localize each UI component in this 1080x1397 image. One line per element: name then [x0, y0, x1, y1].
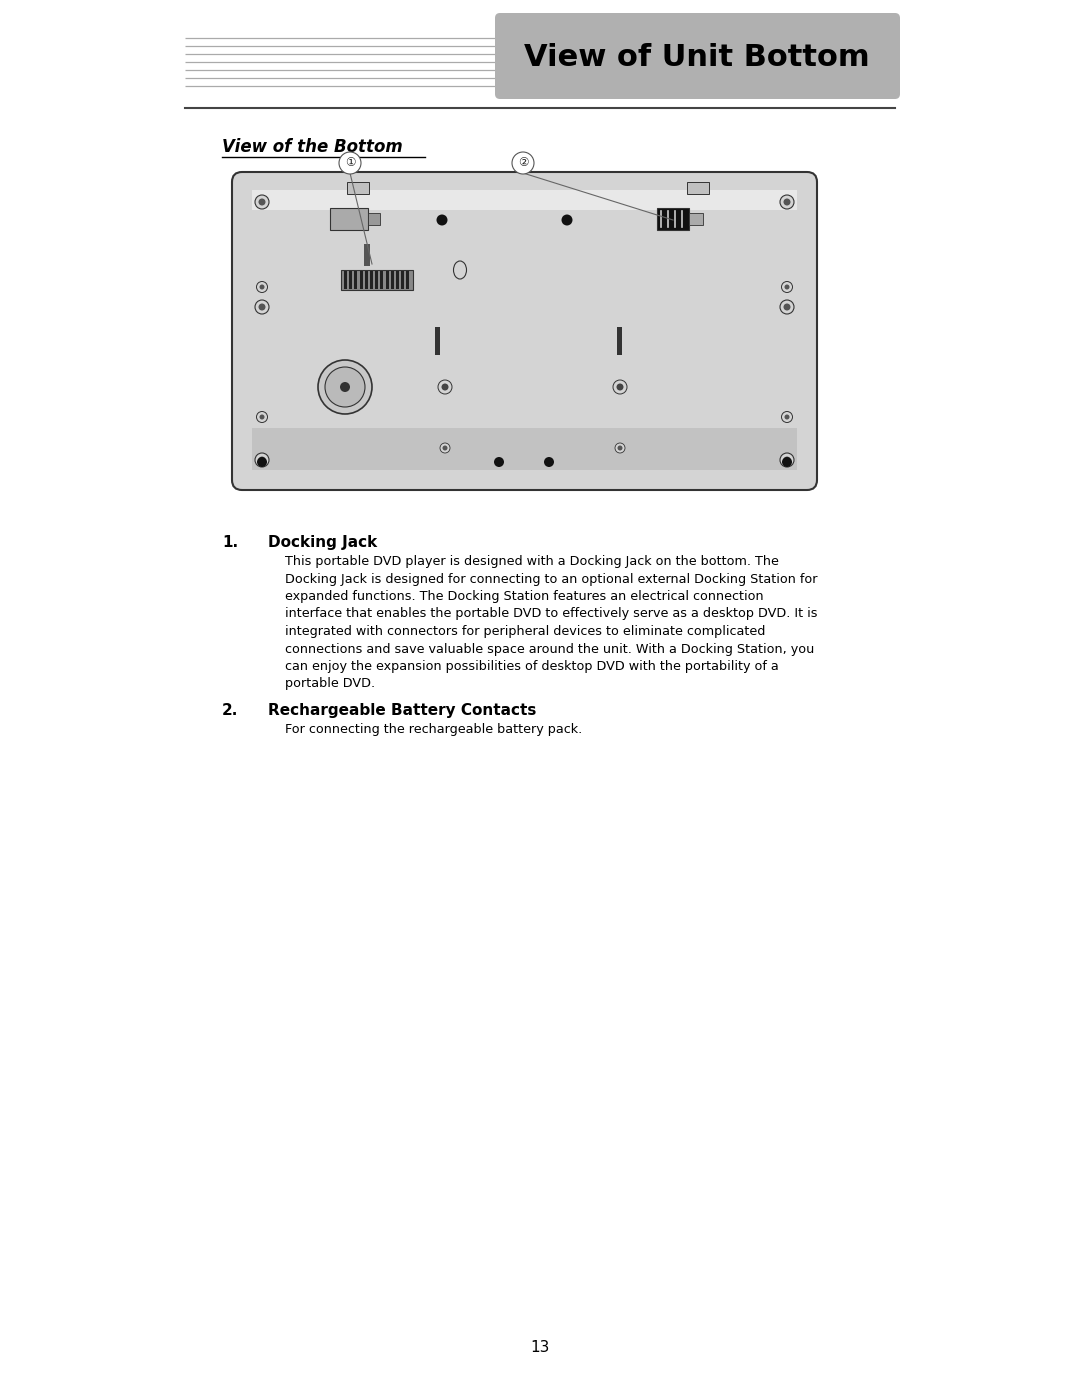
Circle shape	[258, 303, 266, 310]
Circle shape	[784, 415, 789, 419]
Circle shape	[440, 443, 450, 453]
Circle shape	[438, 380, 453, 394]
Bar	[380, 271, 383, 289]
Text: Rechargeable Battery Contacts: Rechargeable Battery Contacts	[268, 703, 537, 718]
Text: ①: ①	[345, 156, 355, 169]
Circle shape	[782, 412, 793, 422]
Bar	[330, 208, 368, 231]
Bar	[360, 271, 363, 289]
Circle shape	[442, 384, 448, 391]
Bar	[345, 271, 347, 289]
Bar	[386, 271, 389, 289]
Circle shape	[615, 443, 625, 453]
Circle shape	[340, 381, 350, 393]
Circle shape	[257, 282, 268, 292]
Bar	[401, 271, 404, 289]
Bar	[657, 208, 689, 231]
Circle shape	[613, 380, 627, 394]
Circle shape	[339, 152, 361, 175]
Bar	[687, 182, 708, 194]
Text: View of the Bottom: View of the Bottom	[222, 138, 403, 156]
Text: 1.: 1.	[222, 535, 238, 550]
Bar	[435, 327, 440, 355]
Bar	[341, 270, 413, 291]
Circle shape	[618, 446, 622, 450]
Circle shape	[512, 152, 534, 175]
Text: ②: ②	[517, 156, 528, 169]
Circle shape	[318, 360, 372, 414]
Text: 2.: 2.	[222, 703, 239, 718]
Bar	[354, 271, 357, 289]
Circle shape	[436, 215, 447, 225]
Circle shape	[783, 457, 791, 464]
Circle shape	[325, 367, 365, 407]
FancyBboxPatch shape	[232, 172, 816, 490]
Circle shape	[617, 384, 623, 391]
Circle shape	[258, 198, 266, 205]
Text: Docking Jack: Docking Jack	[268, 535, 377, 550]
Circle shape	[780, 453, 794, 467]
Circle shape	[257, 412, 268, 422]
Bar	[375, 271, 378, 289]
Circle shape	[255, 196, 269, 210]
Circle shape	[780, 196, 794, 210]
Ellipse shape	[454, 261, 467, 279]
Bar	[252, 427, 797, 469]
Text: 13: 13	[530, 1340, 550, 1355]
Circle shape	[780, 300, 794, 314]
Circle shape	[259, 415, 265, 419]
Circle shape	[494, 457, 504, 467]
Text: This portable DVD player is designed with a Docking Jack on the bottom. The
Dock: This portable DVD player is designed wit…	[285, 555, 818, 690]
Circle shape	[562, 215, 572, 225]
Bar	[406, 271, 409, 289]
Bar	[368, 212, 380, 225]
Circle shape	[258, 457, 266, 464]
Bar	[391, 271, 394, 289]
Circle shape	[257, 457, 267, 467]
Circle shape	[783, 303, 791, 310]
Circle shape	[544, 457, 554, 467]
Circle shape	[255, 300, 269, 314]
Circle shape	[255, 453, 269, 467]
Circle shape	[782, 282, 793, 292]
Bar	[617, 327, 622, 355]
Circle shape	[784, 285, 789, 289]
Text: For connecting the rechargeable battery pack.: For connecting the rechargeable battery …	[285, 724, 582, 736]
Bar	[365, 271, 368, 289]
Bar	[364, 244, 370, 265]
Circle shape	[259, 285, 265, 289]
Circle shape	[782, 457, 792, 467]
Bar	[347, 182, 369, 194]
FancyBboxPatch shape	[495, 13, 900, 99]
Bar	[396, 271, 399, 289]
Bar	[349, 271, 352, 289]
Text: View of Unit Bottom: View of Unit Bottom	[524, 43, 869, 73]
Bar	[689, 212, 703, 225]
Circle shape	[783, 198, 791, 205]
Circle shape	[443, 446, 447, 450]
Bar	[252, 190, 797, 210]
Bar	[370, 271, 373, 289]
